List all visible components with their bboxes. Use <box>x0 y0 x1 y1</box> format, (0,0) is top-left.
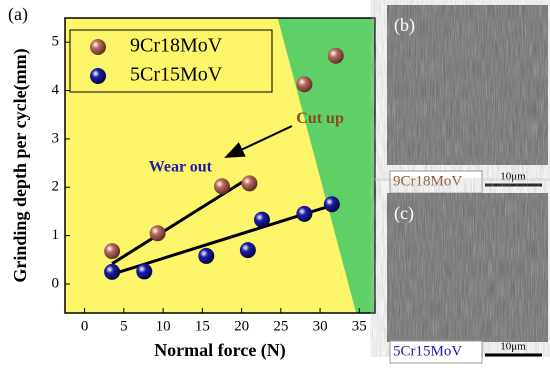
panel-label: (b) <box>394 15 415 36</box>
legend-box <box>69 29 273 93</box>
sem-texture <box>387 5 548 165</box>
data-point <box>104 263 121 280</box>
data-point <box>136 263 153 280</box>
legend-label: 9Cr18MoV <box>130 35 223 57</box>
y-tick-label: 0 <box>52 275 60 291</box>
y-tick-label: 4 <box>52 82 60 98</box>
annotation: Cut up <box>296 110 344 127</box>
y-axis-label: Grinding depth per cycle(mm) <box>10 48 31 282</box>
plot-frame <box>64 17 376 314</box>
legend-marker <box>90 39 106 55</box>
data-point <box>323 196 340 213</box>
arrow <box>224 125 293 158</box>
x-tick-label: 15 <box>195 318 210 334</box>
x-tick-label: 10 <box>156 318 171 334</box>
x-tick-label: 25 <box>273 318 288 334</box>
image-caption: 9Cr18MoV <box>393 173 462 189</box>
x-tick-label: 0 <box>81 318 89 334</box>
y-tick-label: 2 <box>52 179 60 195</box>
data-point <box>253 211 270 228</box>
data-point <box>327 47 344 64</box>
data-point <box>239 242 256 259</box>
data-point <box>296 205 313 222</box>
data-point <box>213 178 230 195</box>
x-axis-label: Normal force (N) <box>154 340 286 361</box>
data-point <box>104 243 121 260</box>
image-caption: 5Cr15MoV <box>393 343 462 359</box>
y-tick-label: 5 <box>52 34 60 50</box>
y-tick-label: 3 <box>52 130 60 146</box>
legend-marker <box>90 68 106 84</box>
x-tick-label: 30 <box>313 318 328 334</box>
data-point <box>149 225 166 242</box>
x-tick-label: 20 <box>234 318 249 334</box>
data-point <box>198 247 215 264</box>
x-tick-label: 35 <box>352 318 367 334</box>
y-tick-label: 1 <box>52 227 60 243</box>
data-point <box>241 175 258 192</box>
scale-label: 10μm <box>500 341 526 353</box>
panel-label: (c) <box>394 203 414 224</box>
x-tick-label: 5 <box>120 318 128 334</box>
panel-label: (a) <box>8 4 28 25</box>
sem-texture <box>387 193 548 342</box>
scale-label: 10μm <box>500 171 526 183</box>
caption-box <box>389 340 483 364</box>
legend-label: 5Cr15MoV <box>130 64 223 86</box>
annotation: Wear out <box>149 159 213 176</box>
data-point <box>296 76 313 93</box>
